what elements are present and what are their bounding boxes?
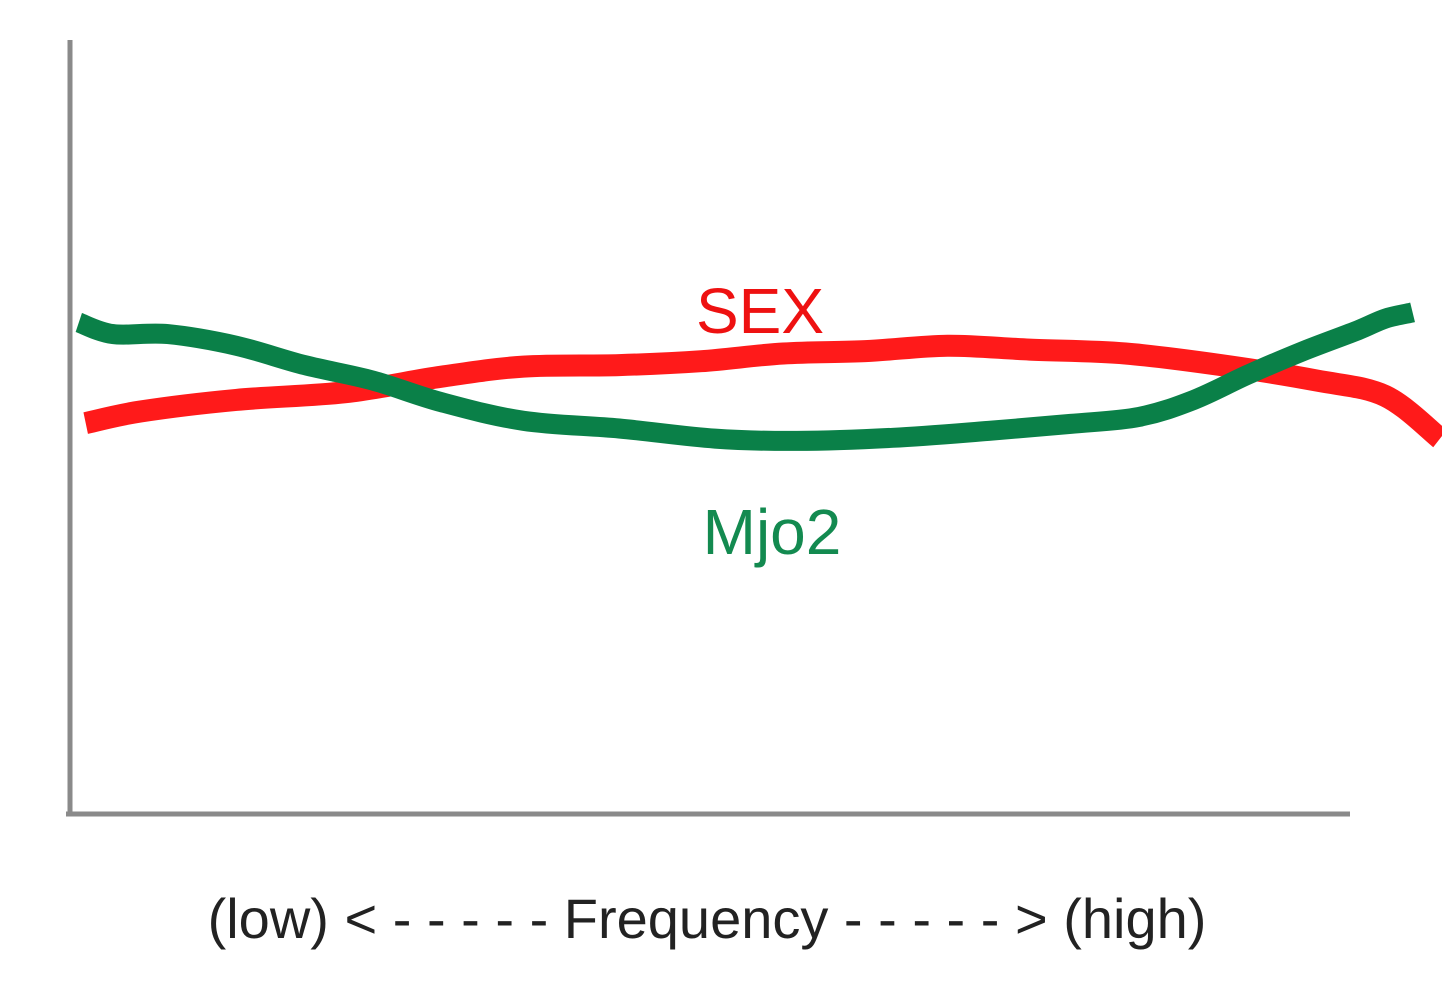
x-axis-label: (low) < - - - - - Frequency - - - - - > … [208,887,1207,950]
label-layer: SEX Mjo2 [696,275,841,568]
series-label-mjo2: Mjo2 [703,496,842,568]
series-layer [75,302,1442,451]
series-line-sex [83,334,1442,448]
axes [66,40,1350,817]
series-label-sex: SEX [696,275,824,347]
series-line-mjo2 [75,302,1415,451]
